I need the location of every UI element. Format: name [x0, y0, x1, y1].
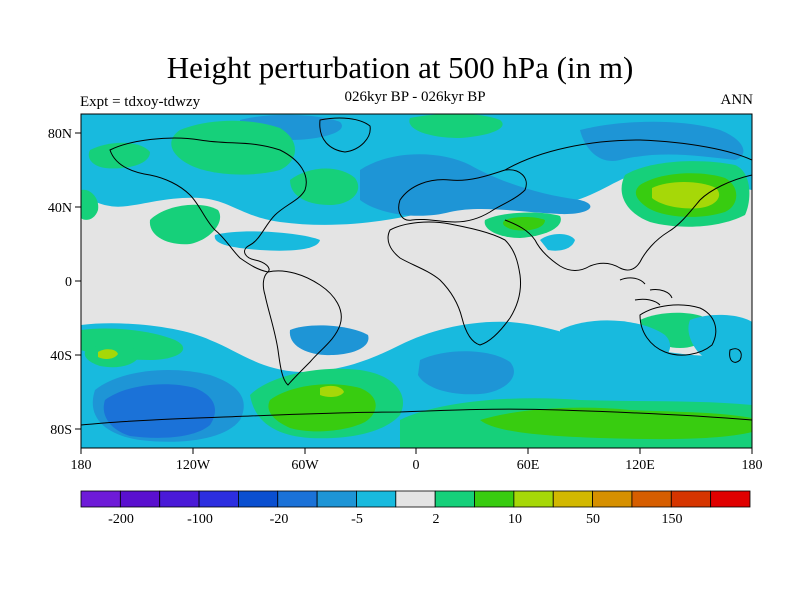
- colorbar-swatch: [238, 490, 279, 508]
- northeast-canada-green: [290, 168, 359, 205]
- east-pacific-green: [149, 204, 221, 245]
- lon-tick-label: 60E: [517, 458, 540, 473]
- colorbar-swatch: [395, 490, 436, 508]
- experiment-label: Expt = tdxoy-tdwzy: [80, 94, 201, 110]
- colorbar-swatch: [356, 490, 397, 508]
- coastlines: [81, 117, 752, 426]
- colorbar-swatch: [631, 490, 672, 508]
- arctic-green-patch: [171, 120, 295, 175]
- asia-coast: [504, 139, 752, 271]
- australia-east-blue: [688, 314, 752, 365]
- colorbar-label: 50: [586, 512, 600, 527]
- colorbar-labels: -200 -100 -20 -5 2 10 50 150: [108, 512, 682, 527]
- period-label: 026kyr BP - 026kyr BP: [344, 89, 486, 105]
- north-atlantic-blue-core: [360, 154, 591, 216]
- arctic-green-patch-east: [409, 114, 503, 138]
- colorbar-label: 10: [508, 512, 522, 527]
- lat-tick-label: 40S: [50, 349, 72, 364]
- atlantic-green: [81, 189, 99, 220]
- lat-tick-label: 80N: [48, 127, 72, 142]
- southwest-pacific-bright-green: [98, 349, 118, 359]
- australia-coast: [639, 304, 717, 356]
- colorbar-swatch: [119, 490, 161, 508]
- colorbar-label: 150: [662, 512, 683, 527]
- caribbean-blue: [214, 231, 320, 251]
- colorbar-swatch: [592, 490, 633, 508]
- south-indian-blue-core: [418, 351, 514, 395]
- southeast-asia-islands: [619, 277, 673, 306]
- southeast-pacific-blue: [289, 325, 369, 356]
- lon-tick-label: 120E: [625, 458, 655, 473]
- alaska-green: [88, 142, 150, 169]
- lon-tick-label: 120W: [176, 458, 211, 473]
- south-atlantic-yellow: [320, 385, 344, 397]
- africa-coast: [387, 221, 521, 346]
- plot-title: Height perturbation at 500 hPa (in m): [166, 50, 634, 85]
- colorbar-swatch: [316, 490, 357, 508]
- colorbar-label: -20: [270, 512, 289, 527]
- latitude-labels: 80N 40N 0 40S 80S: [48, 127, 72, 438]
- greenland-coast: [319, 117, 371, 153]
- colorbar: [80, 490, 751, 508]
- colorbar-swatch: [552, 490, 593, 508]
- season-label: ANN: [720, 92, 754, 108]
- south-america-coast: [262, 270, 342, 386]
- contour-field: [81, 114, 752, 448]
- lon-tick-label: 60W: [291, 458, 319, 473]
- longitude-tick-marks: [80, 448, 753, 454]
- colorbar-swatch: [474, 490, 515, 508]
- lat-tick-label: 80S: [50, 423, 72, 438]
- lon-tick-label: 180: [742, 458, 763, 473]
- asia-pacific-yellow-core: [652, 182, 720, 209]
- south-pacific-deep-blue: [103, 384, 215, 438]
- colorbar-swatch: [159, 490, 200, 508]
- arabian-sea-blue: [540, 234, 575, 251]
- lon-tick-label: 0: [413, 458, 420, 473]
- colorbar-swatch: [277, 490, 318, 508]
- lon-tick-label: 180: [71, 458, 92, 473]
- colorbar-label: 2: [433, 512, 440, 527]
- north-america-coast: [109, 137, 307, 273]
- lat-tick-label: 0: [65, 275, 72, 290]
- south-atlantic-bright-green: [268, 384, 376, 432]
- colorbar-label: -100: [187, 512, 213, 527]
- latitude-tick-marks: [75, 132, 81, 430]
- colorbar-label: -5: [351, 512, 363, 527]
- colorbar-swatch: [670, 490, 712, 508]
- colorbar-swatch: [513, 490, 554, 508]
- colorbar-swatch: [198, 490, 239, 508]
- longitude-labels: 180 120W 60W 0 60E 120E 180: [71, 458, 763, 473]
- colorbar-swatch: [80, 490, 121, 508]
- colorbar-swatch: [434, 490, 475, 508]
- colorbar-label: -200: [108, 512, 134, 527]
- colorbar-swatch: [710, 490, 751, 508]
- europe-coast: [398, 169, 527, 223]
- new-zealand-coast: [729, 348, 742, 363]
- antarctica-coast: [81, 408, 752, 426]
- mideast-bright-green: [503, 217, 545, 231]
- lat-tick-label: 40N: [48, 201, 72, 216]
